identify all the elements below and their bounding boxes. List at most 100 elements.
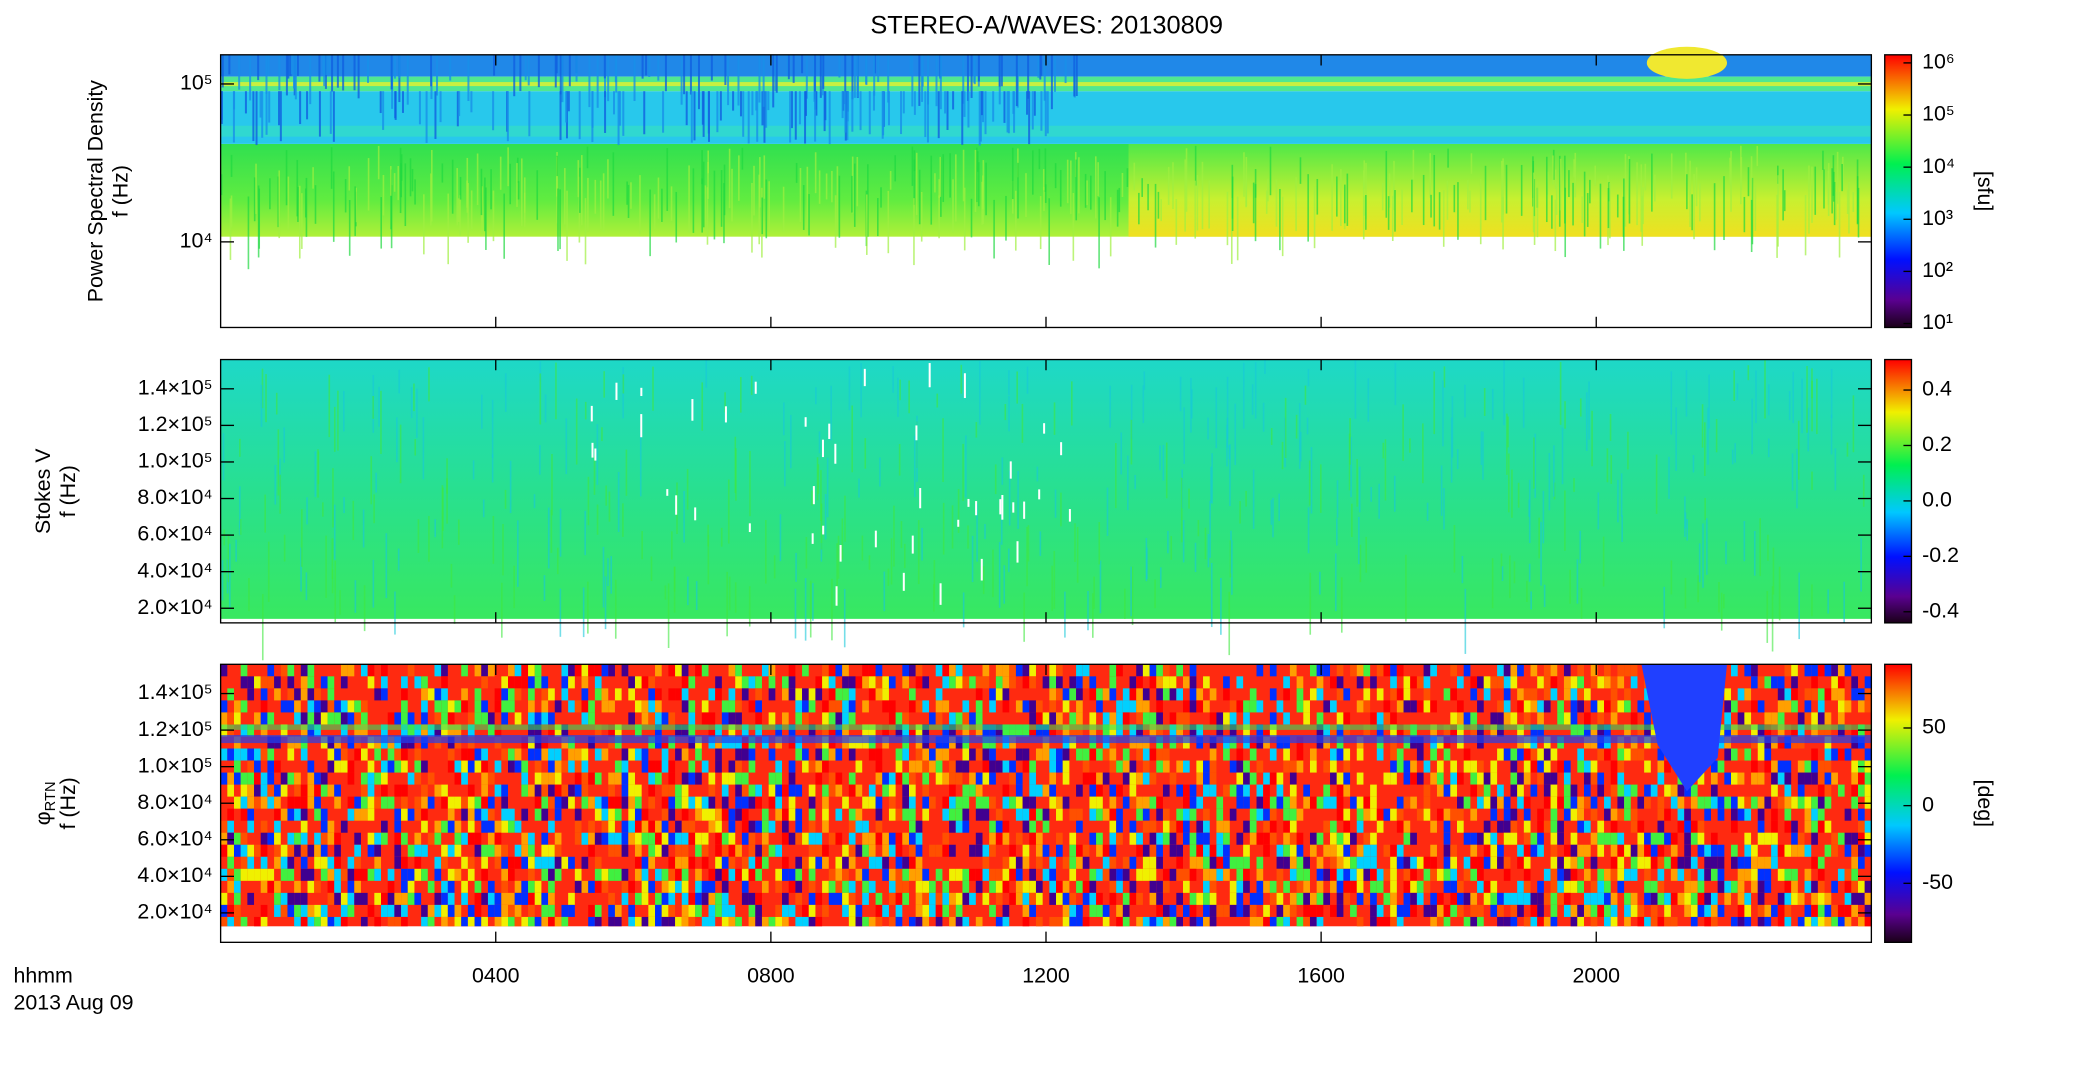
spectrogram-cell bbox=[588, 712, 595, 725]
spectrogram-cell bbox=[1176, 760, 1183, 773]
spectrogram-cell bbox=[795, 856, 803, 869]
spectrogram-cell bbox=[1737, 868, 1745, 881]
spectrogram-streak bbox=[933, 560, 936, 602]
spectrogram-cell bbox=[1183, 808, 1190, 821]
spectrogram-cell bbox=[1203, 832, 1210, 845]
spectrogram-cell bbox=[1169, 844, 1177, 857]
spectrogram-gap bbox=[822, 525, 825, 535]
spectrogram-cell bbox=[421, 700, 428, 713]
spectrogram-cell bbox=[494, 688, 502, 701]
spectrogram-cell bbox=[1416, 856, 1424, 869]
spectrogram-gap bbox=[928, 363, 931, 388]
spectrogram-cell bbox=[1436, 868, 1444, 881]
spectrogram-cell bbox=[1523, 880, 1531, 893]
spectrogram-cell bbox=[1370, 832, 1377, 845]
spectrogram-cell bbox=[795, 748, 803, 761]
spectrogram-cell bbox=[1757, 856, 1765, 869]
spectrogram-cell bbox=[1122, 772, 1130, 785]
spectrogram-cell bbox=[1196, 856, 1204, 869]
spectrogram-streak bbox=[1026, 366, 1029, 394]
spectrogram-cell bbox=[688, 676, 696, 689]
spectrogram-cell bbox=[1330, 832, 1337, 845]
spectrogram-cell bbox=[1049, 868, 1057, 881]
spectrogram-cell bbox=[1390, 892, 1397, 905]
spectrogram-cell bbox=[1791, 700, 1798, 713]
spectrogram-cell bbox=[327, 892, 335, 905]
spectrogram-cell bbox=[1076, 676, 1083, 689]
spectrogram-cell bbox=[1710, 868, 1718, 881]
spectrogram-cell bbox=[548, 892, 555, 905]
spectrogram-cell bbox=[728, 916, 736, 927]
spectrogram-cell bbox=[1116, 700, 1123, 713]
spectrogram-streak bbox=[1340, 169, 1342, 226]
spectrogram-cell bbox=[1583, 904, 1591, 917]
spectrogram-cell bbox=[795, 892, 803, 905]
spectrogram-cell bbox=[1797, 760, 1805, 773]
spectrogram-cell bbox=[1049, 688, 1057, 701]
spectrogram-cell bbox=[454, 760, 462, 773]
spectrogram-cell bbox=[260, 856, 268, 869]
spectrogram-cell bbox=[808, 724, 816, 737]
spectrogram-streak bbox=[1188, 488, 1190, 509]
spectrogram-cell bbox=[501, 892, 508, 905]
spectrogram-cell bbox=[614, 916, 622, 927]
spectrogram-cell bbox=[1330, 724, 1337, 737]
spectrogram-streak bbox=[1367, 378, 1370, 422]
spectrogram-cell bbox=[1009, 844, 1016, 857]
spectrogram-cell bbox=[407, 712, 415, 725]
spectrogram-cell bbox=[1390, 880, 1397, 893]
spectrogram-cell bbox=[668, 760, 676, 773]
spectrogram-cell bbox=[1731, 808, 1738, 821]
spectrogram-cell bbox=[701, 808, 709, 821]
spectrogram-streak bbox=[1358, 516, 1360, 565]
spectrogram-cell bbox=[1777, 688, 1785, 701]
spectrogram-cell bbox=[1630, 868, 1638, 881]
spectrogram-cell bbox=[1243, 772, 1250, 785]
spectrogram-cell bbox=[441, 796, 448, 809]
spectrogram-streak bbox=[372, 559, 375, 608]
spectrogram-cell bbox=[1450, 688, 1458, 701]
spectrogram-cell bbox=[868, 664, 876, 677]
spectrogram-cell bbox=[381, 664, 388, 677]
spectrogram-cell bbox=[1457, 796, 1464, 809]
spectrogram-cell bbox=[848, 880, 856, 893]
spectrogram-cell bbox=[828, 892, 836, 905]
spectrogram-cell bbox=[394, 916, 402, 927]
spectrogram-cell bbox=[1203, 772, 1210, 785]
spectrogram-cell bbox=[788, 832, 796, 845]
spectrogram-cell bbox=[1804, 688, 1812, 701]
spectrogram-streak bbox=[719, 91, 722, 121]
spectrogram-cell bbox=[1082, 844, 1090, 857]
spectrogram-cell bbox=[1296, 856, 1304, 869]
spectrogram-cell bbox=[962, 676, 970, 689]
spectrogram-streak bbox=[909, 54, 912, 76]
spectrogram-cell bbox=[474, 712, 482, 725]
spectrogram-cell bbox=[1035, 832, 1043, 845]
spectrogram-cell bbox=[842, 676, 849, 689]
spectrogram-streak bbox=[1502, 196, 1504, 250]
spectrogram-cell bbox=[808, 796, 816, 809]
spectrogram-cell bbox=[748, 844, 756, 857]
spectrogram-cell bbox=[1470, 712, 1478, 725]
spectrogram-cell bbox=[300, 832, 308, 845]
spectrogram-cell bbox=[374, 832, 382, 845]
spectrogram-cell bbox=[327, 688, 335, 701]
spectrogram-cell bbox=[474, 844, 482, 857]
spectrogram-cell bbox=[1316, 724, 1324, 737]
spectrogram-cell bbox=[1550, 916, 1558, 927]
spectrogram-cell bbox=[1497, 712, 1504, 725]
spectrogram-cell bbox=[1724, 772, 1732, 785]
spectrogram-cell bbox=[888, 892, 896, 905]
spectrogram-cell bbox=[1009, 676, 1016, 689]
spectrogram-cell bbox=[447, 820, 455, 833]
spectrogram-cell bbox=[594, 724, 602, 737]
spectrogram-cell bbox=[1116, 832, 1123, 845]
spectrogram-streak bbox=[578, 91, 581, 140]
spectrogram-streak bbox=[1450, 417, 1453, 483]
spectrogram-cell bbox=[1209, 904, 1217, 917]
spectrogram-streak bbox=[289, 54, 292, 77]
colorbar-label: [deg] bbox=[1973, 780, 1997, 828]
spectrogram-cell bbox=[1824, 712, 1832, 725]
spectrogram-cell bbox=[554, 868, 562, 881]
